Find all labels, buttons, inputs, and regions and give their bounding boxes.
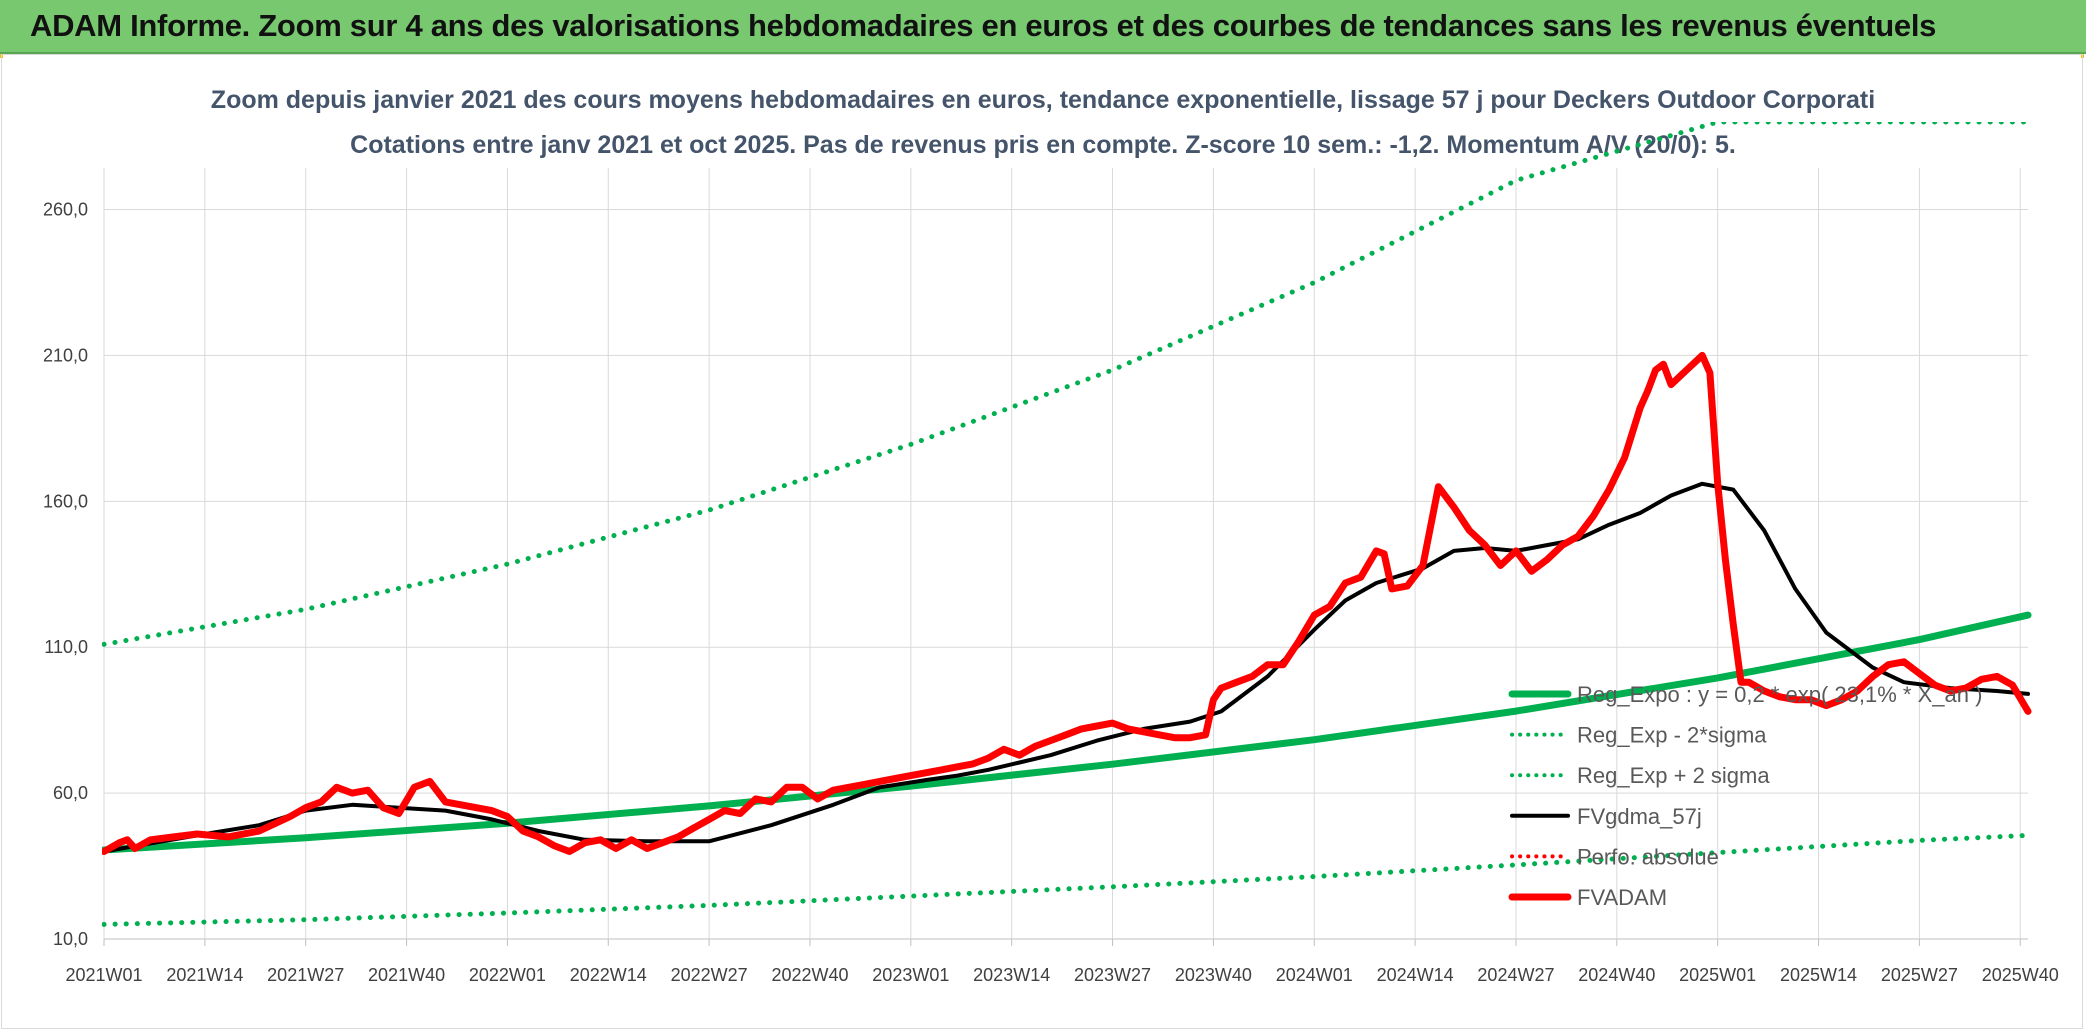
x-tick-label: 2023W40 [1175,965,1252,985]
series-reg-expo [102,611,2032,854]
x-tick-label: 2023W14 [973,965,1050,985]
x-tick-label: 2023W01 [872,965,949,985]
y-axis: 10,0 60,0 110,0 160,0 210,0 260,0 [43,200,88,949]
legend-label-fvadam: FVADAM [1577,885,1667,910]
legend-label-fvgdma: FVgdma_57j [1577,804,1702,829]
x-tick-label: 2022W14 [570,965,647,985]
x-tick-label: 2024W40 [1578,965,1655,985]
legend-label-perfo: Perfo. absolue [1577,844,1719,869]
x-tick-label: 2025W01 [1679,965,1756,985]
series-fvadam [102,351,2032,855]
series-layer [102,122,2032,927]
chart-frame [1,54,2083,1029]
x-tick-label: 2024W01 [1276,965,1353,985]
grid-lines [103,168,2028,946]
x-tick-label: 2021W40 [368,965,445,985]
x-tick-label: 2022W27 [671,965,748,985]
chart-title: Zoom depuis janvier 2021 des cours moyen… [211,86,1875,114]
legend-label-reg_plus: Reg_Exp + 2 sigma [1577,763,1770,788]
chart-subtitle: Cotations entre janv 2021 et oct 2025. P… [350,131,1736,159]
x-tick-label: 2021W27 [267,965,344,985]
x-tick-label: 2022W01 [469,965,546,985]
legend: Reg_Expo : y = 0,2 * exp( 23,1% * X_an )… [1508,682,1982,910]
series-reg-exp-2-sigma [102,832,2031,927]
y-tick-label: 210,0 [43,345,88,365]
report-header: ADAM Informe. Zoom sur 4 ans des valoris… [0,0,2086,54]
legend-label-reg_minus: Reg_Exp - 2*sigma [1577,723,1767,748]
x-tick-label: 2021W14 [166,965,243,985]
series-reg-exp-2-sigma [102,122,2031,647]
x-tick-label: 2023W27 [1074,965,1151,985]
x-tick-label: 2025W27 [1881,965,1958,985]
y-tick-label: 160,0 [43,491,88,511]
legend-label-reg_expo: Reg_Expo : y = 0,2 * exp( 23,1% * X_an ) [1577,682,1982,707]
y-tick-label: 60,0 [53,783,88,803]
y-tick-label: 10,0 [53,929,88,949]
x-axis: 2021W01 2021W14 2021W27 2021W40 2022W01 2022W… [65,965,2058,985]
x-tick-label: 2025W40 [1982,965,2059,985]
x-tick-label: 2021W01 [65,965,142,985]
x-tick-label: 2024W14 [1377,965,1454,985]
x-tick-label: 2025W14 [1780,965,1857,985]
y-tick-label: 260,0 [43,200,88,220]
x-tick-label: 2022W40 [771,965,848,985]
x-tick-label: 2024W27 [1477,965,1554,985]
y-tick-label: 110,0 [44,637,88,657]
report-title: ADAM Informe. Zoom sur 4 ans des valoris… [30,8,1937,43]
